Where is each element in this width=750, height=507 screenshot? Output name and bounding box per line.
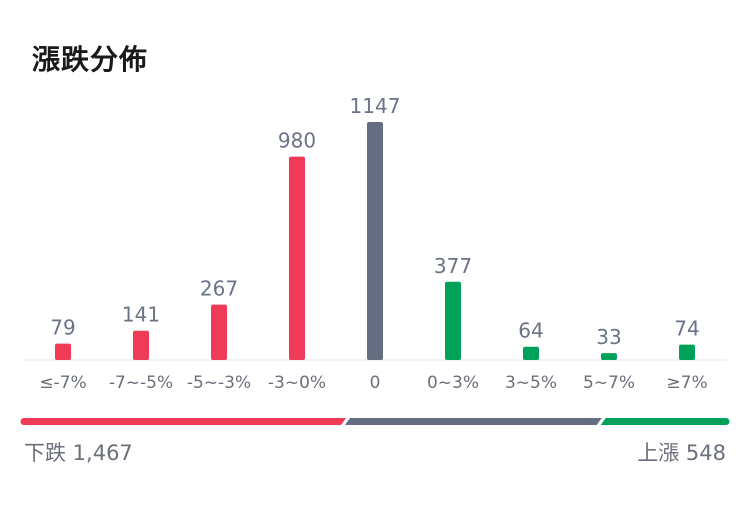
down-count-label: 下跌 1,467 bbox=[24, 441, 133, 465]
bar-value-label: 33 bbox=[596, 325, 621, 349]
category-tick-label: 0~3% bbox=[427, 373, 479, 393]
bar-value-label: 267 bbox=[200, 277, 238, 301]
category-tick-label: ≥7% bbox=[666, 373, 707, 393]
category-tick-label: ≤-7% bbox=[39, 373, 86, 393]
bar-value-label: 1147 bbox=[350, 94, 401, 118]
bar-value-label: 74 bbox=[674, 317, 699, 341]
bar-5 bbox=[445, 281, 461, 360]
category-tick-label: -7~-5% bbox=[109, 373, 173, 393]
category-tick-label: 3~5% bbox=[505, 373, 557, 393]
bar-0 bbox=[55, 343, 71, 360]
chart-title: 漲跌分佈 bbox=[32, 43, 149, 76]
summary-flat-segment bbox=[344, 418, 602, 425]
bar-value-label: 64 bbox=[518, 319, 543, 343]
bar-value-label: 79 bbox=[50, 316, 75, 340]
up-count-label: 上漲 548 bbox=[637, 441, 726, 465]
bar-value-label: 980 bbox=[278, 129, 316, 153]
category-tick-label: -5~-3% bbox=[187, 373, 251, 393]
bar-7 bbox=[601, 353, 617, 360]
summary-up-segment-cap bbox=[722, 418, 730, 425]
summary-down-segment-cap bbox=[20, 418, 28, 425]
category-tick-label: 0 bbox=[370, 373, 381, 393]
category-tick-label: -3~0% bbox=[268, 373, 326, 393]
bar-2 bbox=[211, 304, 227, 360]
summary-up-segment bbox=[600, 418, 726, 425]
bar-8 bbox=[679, 344, 695, 360]
bar-4 bbox=[367, 122, 383, 360]
bar-3 bbox=[289, 156, 305, 360]
bar-value-label: 377 bbox=[434, 254, 472, 278]
bar-6 bbox=[523, 346, 539, 360]
bar-value-label: 141 bbox=[122, 303, 160, 327]
category-tick-label: 5~7% bbox=[583, 373, 635, 393]
summary-down-segment bbox=[24, 418, 346, 425]
bar-1 bbox=[133, 330, 149, 360]
